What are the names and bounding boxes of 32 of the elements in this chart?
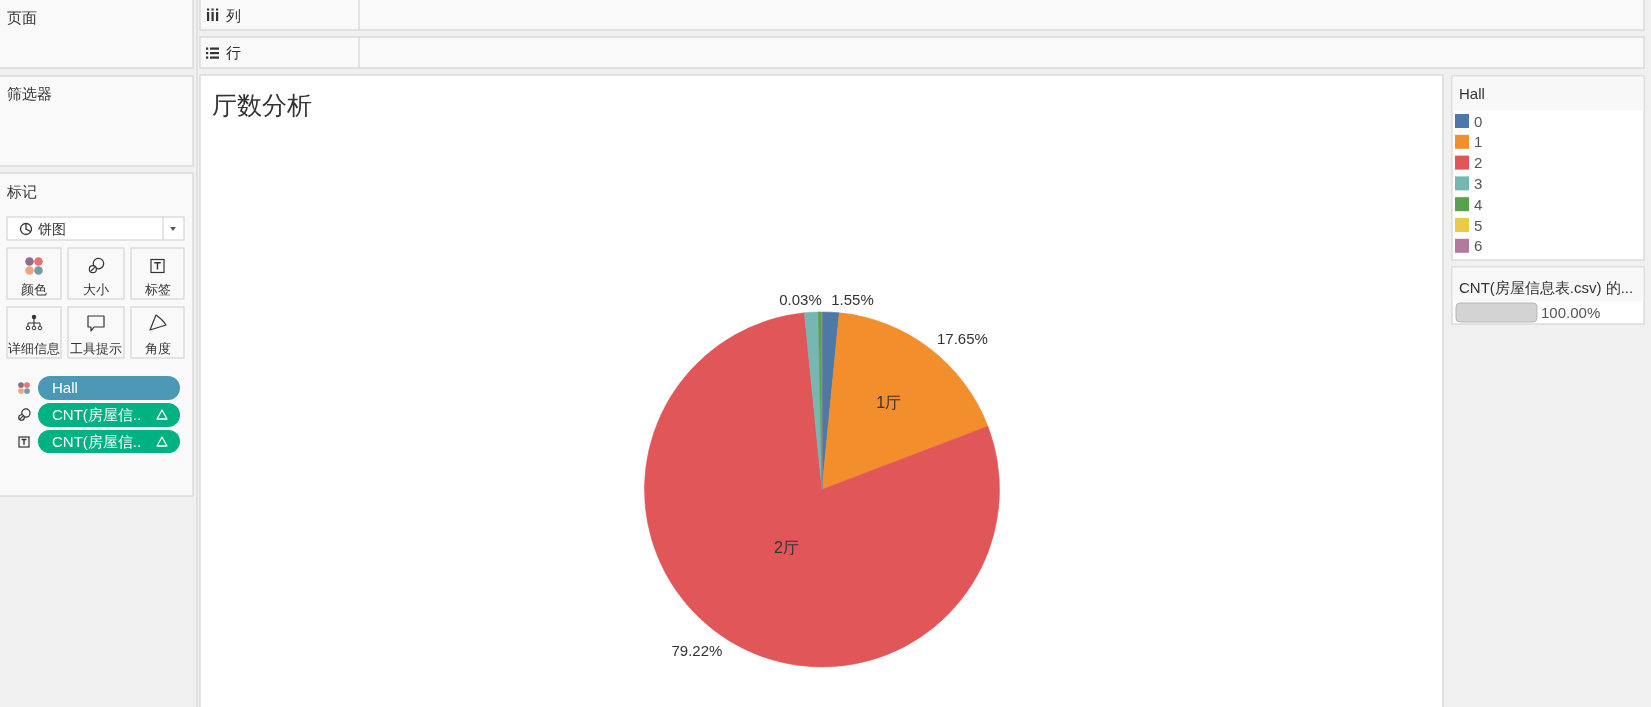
text: CNT(房屋信..	[52, 433, 142, 450]
text: Hall	[52, 379, 78, 396]
data-label: 17.65%	[936, 329, 988, 347]
text: 详细信息	[8, 342, 60, 356]
legend-title: Hall	[1459, 85, 1485, 102]
text: 大小	[83, 283, 109, 297]
text: CNT(房屋信息表.csv) 的...	[1459, 279, 1634, 296]
legend-label: 1	[1474, 133, 1483, 151]
text: 1厅	[876, 394, 902, 412]
text: 页面	[7, 9, 37, 26]
legend-label: 4	[1474, 195, 1483, 213]
legend-label: 6	[1474, 237, 1483, 255]
text: 标记	[6, 183, 37, 200]
text: 厅数分析	[212, 91, 312, 119]
data-label: 1.55%	[831, 291, 874, 309]
text: 2厅	[774, 538, 799, 556]
text: 角度	[144, 341, 171, 356]
text: CNT(房屋信..	[52, 406, 142, 423]
legend-label: 2	[1474, 154, 1483, 172]
text: 标签	[143, 283, 171, 297]
text: 颜色	[21, 283, 47, 297]
text: 列	[226, 7, 241, 24]
text: 100.00%	[1541, 304, 1601, 321]
legend-label: 0	[1474, 112, 1483, 130]
legend-label: 3	[1474, 174, 1483, 192]
text: 筛选器	[7, 85, 52, 102]
text: 饼图	[37, 221, 66, 237]
data-label: 0.03%	[779, 291, 822, 308]
text: 行	[226, 44, 241, 61]
legend-label: 5	[1474, 216, 1483, 234]
text: 工具提示	[70, 342, 122, 356]
data-label: 79.22%	[671, 641, 723, 659]
